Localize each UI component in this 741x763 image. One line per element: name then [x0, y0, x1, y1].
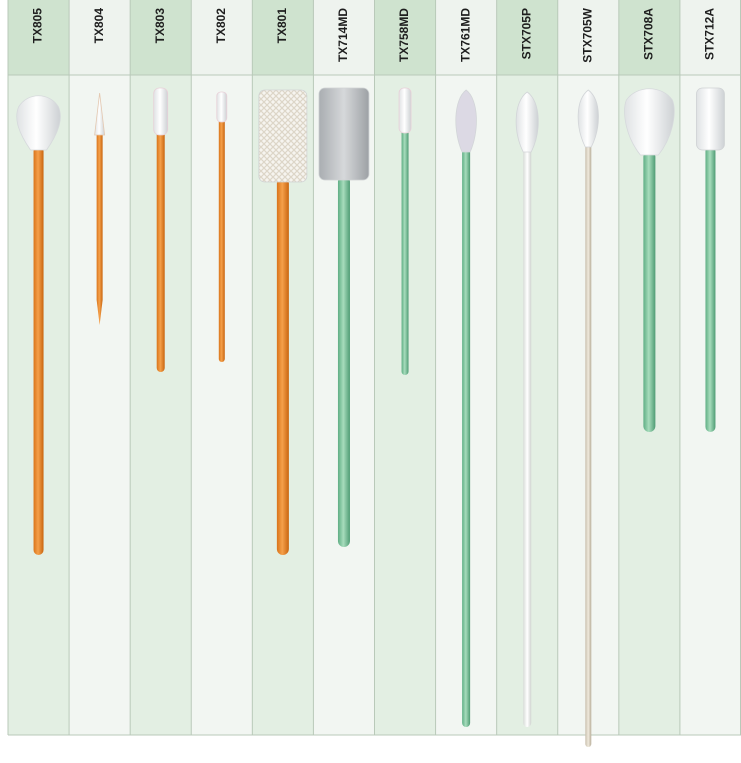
column-label: STX705W: [580, 7, 594, 62]
swab-handle: [643, 151, 655, 432]
swab-head: [217, 92, 227, 122]
column-label: TX802: [214, 8, 228, 44]
swab-handle: [402, 129, 409, 375]
swab-head: [456, 90, 477, 152]
swab-handle: [523, 148, 531, 727]
swab-handle: [705, 146, 715, 432]
column-label: STX708A: [642, 8, 656, 60]
swab-handle: [585, 143, 591, 747]
swab-head: [319, 88, 369, 180]
swab-head: [154, 88, 168, 135]
swab-handle: [34, 146, 44, 555]
swab-head: [259, 90, 307, 182]
column-label: TX758MD: [397, 8, 411, 62]
column-label: TX714MD: [336, 8, 350, 62]
swab-handle: [277, 178, 289, 555]
column-label: TX801: [275, 8, 289, 44]
column-label: TX803: [153, 8, 167, 44]
swab-handle: [157, 131, 165, 372]
swab-handle: [462, 148, 470, 727]
column-label: STX712A: [703, 8, 717, 60]
swab-comparison: TX805 TX804 TX803 TX802 TX801 TX714MD TX758MD T…: [0, 0, 741, 763]
swab-head: [696, 88, 724, 150]
swab-handle: [97, 135, 103, 325]
column-label: TX805: [31, 8, 45, 44]
column-label: TX761MD: [458, 8, 472, 62]
swab-handle: [338, 176, 350, 547]
swab-head: [399, 88, 411, 133]
column-label: STX705P: [519, 8, 533, 59]
swab-handle: [219, 118, 225, 362]
column-label: TX804: [92, 8, 106, 44]
